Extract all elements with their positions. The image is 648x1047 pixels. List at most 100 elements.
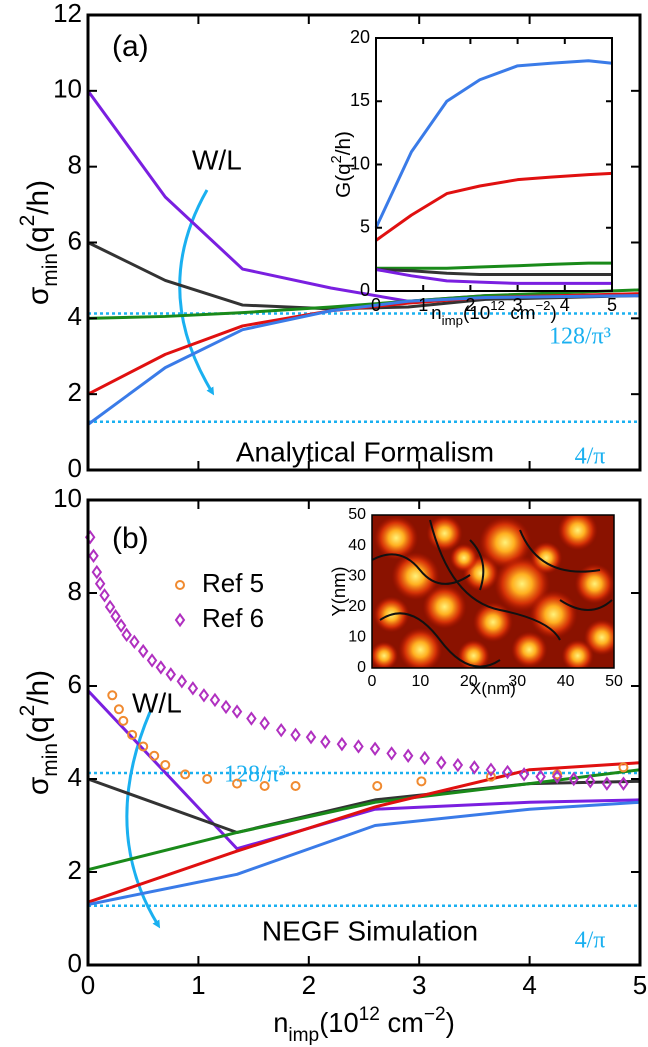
label-part: −2 [424, 1004, 446, 1025]
ref-point [275, 722, 287, 738]
reference-label: 4/π [575, 444, 606, 470]
ref-point [165, 667, 177, 682]
label-part: (10 [463, 303, 490, 324]
y-tick-label: 4 [68, 762, 82, 792]
axis-label: σmin(q2/h) [16, 180, 62, 305]
heat-blob [398, 627, 443, 668]
reference-label: 4/π [575, 928, 606, 954]
series-line [374, 59, 613, 229]
series-line [87, 241, 641, 311]
label-part: n [273, 1007, 288, 1038]
ref-point [231, 704, 243, 719]
y-tick-label: 0 [68, 948, 82, 978]
label-part: (q [22, 226, 55, 253]
ref-point [259, 715, 270, 731]
label-part: (10 [319, 1007, 358, 1038]
y-tick-label: 20 [350, 27, 370, 47]
label-part: 2 [16, 705, 39, 717]
annotation: (a) [112, 30, 149, 63]
heat-blob [511, 631, 548, 668]
plot-frame [86, 498, 642, 967]
x-tick-label: 1 [418, 295, 428, 315]
series-line [87, 761, 641, 904]
ref-point [469, 760, 480, 775]
heat-blob [391, 552, 440, 601]
series-line [376, 261, 612, 270]
label-part: −2 [535, 298, 550, 313]
y-tick-label: 40 [348, 537, 366, 554]
label-part: imp [442, 313, 463, 328]
heatmap-image [372, 515, 614, 668]
ref-point [502, 764, 513, 780]
y-tick-label: 6 [68, 669, 82, 699]
ref-point [485, 771, 496, 782]
heat-blob [561, 639, 594, 668]
ref-point [290, 727, 301, 743]
series-line [87, 777, 641, 834]
annotation: W/L [192, 144, 242, 175]
ref-point [353, 739, 364, 754]
ref-point [369, 741, 381, 756]
y-tick-label: 6 [68, 225, 82, 255]
y-tick-label: 30 [348, 567, 366, 584]
label-part: 2 [16, 215, 39, 227]
ref-point [198, 688, 210, 703]
ref-point [220, 699, 232, 715]
heat-blob [583, 619, 614, 656]
label-part: ) [551, 303, 557, 324]
y-tick-label: 2 [68, 855, 82, 885]
label-part: min [39, 743, 62, 777]
heat-blob [422, 584, 467, 629]
reference-label: 128/π³ [549, 324, 611, 350]
label-part: cm [380, 1007, 424, 1038]
x-tick-label: 2 [302, 970, 316, 1000]
x-tick-label: 4 [560, 295, 570, 315]
ref-point [202, 774, 213, 784]
ref-point [416, 776, 427, 787]
ref-point [232, 778, 243, 789]
ref-point [320, 734, 331, 750]
label-part: X(nm) [470, 679, 516, 698]
ref-point [372, 780, 383, 791]
label-part: 12 [359, 1004, 380, 1025]
ref-point [386, 746, 397, 761]
ref-point [518, 767, 530, 782]
axis-label: X(nm) [470, 679, 516, 698]
heat-blob [449, 543, 478, 572]
ref-point [121, 627, 132, 643]
y-tick-label: 0 [360, 280, 370, 300]
y-tick-label: 10 [348, 629, 366, 646]
legend-label: Ref 6 [202, 603, 264, 633]
ref-point [452, 757, 464, 773]
ref-point [485, 762, 497, 777]
ref-point [419, 750, 430, 766]
series-line [375, 171, 613, 242]
legend-marker [175, 580, 185, 590]
ref-point [104, 599, 116, 615]
heat-contour [372, 553, 471, 585]
heat-contour [559, 599, 613, 611]
ref-point [535, 769, 546, 784]
ref-point [209, 692, 221, 708]
x-tick-label: 3 [412, 970, 426, 1000]
y-tick-label: 8 [68, 150, 82, 180]
y-tick-label: 20 [348, 598, 366, 615]
label-part: 2 [329, 155, 345, 163]
x-tick-label: 50 [605, 673, 623, 690]
x-tick-label: 2 [465, 295, 475, 315]
heat-blob [457, 639, 490, 668]
axis-label: nimp(1012 cm−2) [431, 298, 557, 328]
ref-point [585, 774, 596, 789]
heat-contour [429, 519, 561, 641]
heat-contour [519, 529, 601, 573]
label-part: cm [505, 303, 535, 324]
heat-contour [469, 539, 485, 591]
label-part: ) [446, 1007, 455, 1038]
ref-point [402, 748, 414, 763]
ref-point [115, 618, 127, 633]
x-tick-label: 3 [513, 295, 523, 315]
axis-label: nimp(1012 cm−2) [273, 1004, 455, 1046]
ref-point [436, 755, 447, 770]
ref-point [113, 704, 124, 715]
y-tick-label: 50 [348, 506, 366, 523]
